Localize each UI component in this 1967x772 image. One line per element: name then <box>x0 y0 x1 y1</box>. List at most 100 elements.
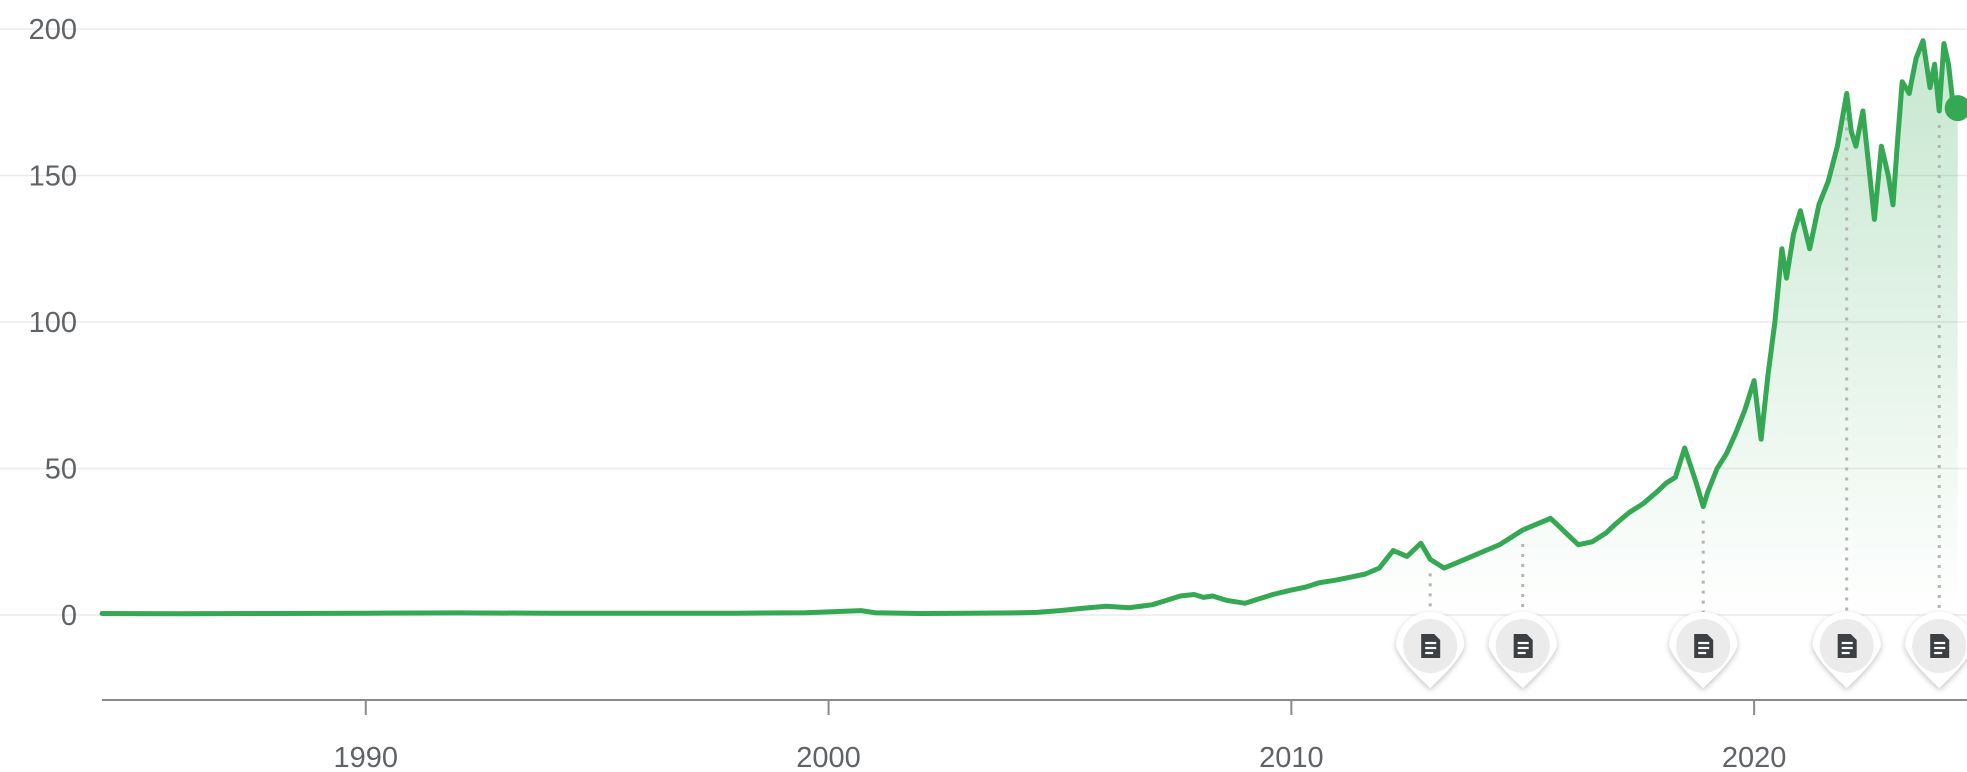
data-point <box>1392 550 1394 551</box>
data-point <box>1577 544 1579 546</box>
data-point <box>1202 596 1204 598</box>
data-point <box>1922 40 1924 42</box>
data-point <box>1128 607 1130 609</box>
data-point <box>966 612 968 614</box>
x-axis-tick-labels: 1990 2000 2010 2020 <box>334 742 1787 772</box>
data-point <box>1665 482 1667 484</box>
data-point <box>1716 468 1718 469</box>
data-point <box>804 612 806 614</box>
document-icon-sheet <box>1837 634 1857 658</box>
data-point <box>1513 535 1514 537</box>
data-point <box>1605 532 1607 534</box>
data-point <box>1244 602 1246 604</box>
data-point <box>1818 204 1820 206</box>
x-axis <box>102 699 1967 715</box>
y-axis-tick-labels: 0 50 100 150 200 <box>29 14 77 632</box>
document-icon <box>1930 634 1950 658</box>
data-point <box>457 612 459 614</box>
data-point <box>1165 599 1167 601</box>
data-point <box>1471 555 1473 557</box>
data-point <box>1943 43 1945 45</box>
document-icon <box>1837 634 1857 658</box>
data-point <box>180 613 182 615</box>
data-point <box>874 612 876 614</box>
document-icon-sheet <box>1513 634 1533 658</box>
data-point <box>1767 374 1769 376</box>
data-point <box>860 610 862 612</box>
data-point <box>1850 131 1852 133</box>
x-tick-label: 2000 <box>796 742 861 772</box>
document-icon <box>1694 634 1714 658</box>
news-pin[interactable] <box>1488 612 1557 688</box>
area-fill <box>102 40 1958 615</box>
data-point <box>1364 573 1366 575</box>
data-point <box>1901 81 1903 83</box>
news-pin[interactable] <box>1669 612 1738 688</box>
data-point <box>1897 139 1899 141</box>
data-point <box>1744 409 1746 411</box>
data-point <box>1179 595 1181 597</box>
y-tick-label: 0 <box>61 600 77 632</box>
data-point <box>1318 582 1320 584</box>
data-point <box>1013 612 1015 614</box>
document-icon-sheet <box>1421 634 1441 658</box>
data-point <box>1522 529 1524 531</box>
data-point <box>1929 87 1931 89</box>
x-tick-label: 1990 <box>334 742 399 772</box>
data-point <box>643 612 644 614</box>
data-point <box>1793 233 1794 235</box>
data-point <box>1036 611 1038 613</box>
news-marker-lines <box>1428 107 1941 616</box>
data-point <box>1809 248 1811 250</box>
data-point <box>1774 321 1776 323</box>
data-point <box>1880 145 1882 147</box>
data-point <box>1707 491 1709 493</box>
data-point <box>1378 567 1380 569</box>
data-point <box>1536 523 1538 525</box>
data-point <box>920 613 922 614</box>
data-point <box>1235 601 1237 603</box>
data-point <box>1656 491 1658 493</box>
data-point <box>1429 558 1431 560</box>
data-point <box>735 612 737 614</box>
document-icon <box>1421 634 1441 658</box>
data-point <box>1892 204 1894 206</box>
data-point <box>1887 175 1889 176</box>
data-point <box>1290 589 1292 591</box>
data-point <box>1781 248 1783 250</box>
news-pin[interactable] <box>1812 612 1881 688</box>
data-point <box>1836 145 1838 147</box>
news-pin[interactable] <box>1396 612 1465 688</box>
data-point <box>1735 432 1737 434</box>
data-point <box>1725 453 1727 455</box>
data-point <box>1614 523 1616 525</box>
x-tick-label: 2020 <box>1722 742 1787 772</box>
data-point <box>1559 526 1561 528</box>
document-icon <box>1513 634 1533 658</box>
data-point <box>365 612 367 614</box>
data-point <box>1934 63 1936 65</box>
news-pin[interactable] <box>1905 612 1967 688</box>
data-point <box>1873 218 1875 220</box>
y-tick-label: 200 <box>29 14 77 46</box>
data-point <box>1702 506 1704 508</box>
current-value-dot[interactable] <box>1944 95 1967 122</box>
data-point <box>272 613 274 614</box>
y-tick-label: 50 <box>45 454 77 486</box>
data-point <box>1684 447 1686 449</box>
data-point <box>1406 555 1408 557</box>
data-point <box>1193 594 1195 595</box>
data-point <box>1550 517 1551 519</box>
data-point <box>1457 561 1459 563</box>
data-point <box>1485 550 1487 551</box>
data-point <box>1351 576 1352 578</box>
data-point <box>1258 598 1260 600</box>
document-icon-sheet <box>1694 634 1714 658</box>
data-point <box>1226 599 1228 601</box>
data-point <box>1753 380 1755 382</box>
data-point <box>1105 605 1107 607</box>
data-point <box>550 612 552 614</box>
series-line-layer <box>99 38 1967 617</box>
data-point <box>1628 512 1630 513</box>
